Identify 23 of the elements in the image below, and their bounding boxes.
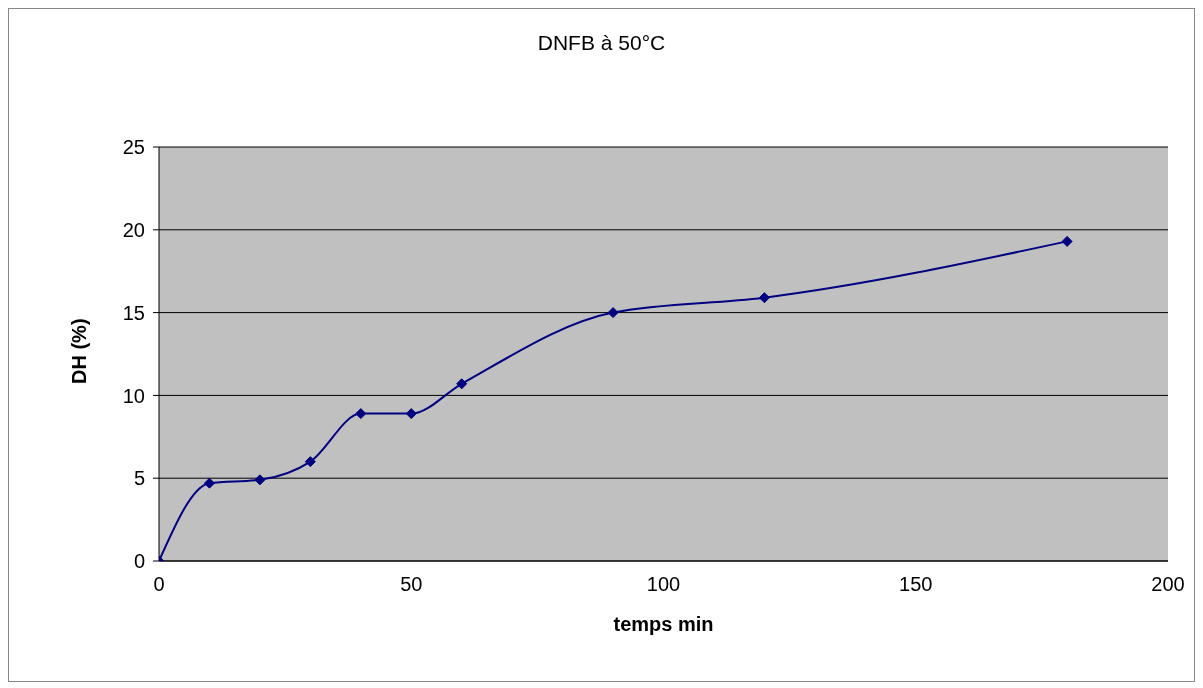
x-axis-title: temps min xyxy=(613,613,714,635)
point xyxy=(1061,235,1073,247)
point xyxy=(758,292,770,304)
y-axis-title: DH (%) xyxy=(68,318,91,384)
point xyxy=(254,474,266,486)
x-tick-label: 150 xyxy=(899,573,933,596)
point xyxy=(405,408,417,420)
point xyxy=(203,477,215,489)
y-tick-label: 25 xyxy=(122,136,145,159)
point xyxy=(304,456,316,468)
point xyxy=(355,408,367,420)
point xyxy=(456,378,468,390)
y-tick-label: 10 xyxy=(122,384,145,407)
y-tick-label: 20 xyxy=(122,218,145,241)
y-tick-label: 5 xyxy=(133,467,145,490)
chart-title: DNFB à 50°C xyxy=(536,31,667,55)
x-tick-label: 50 xyxy=(400,573,423,596)
point xyxy=(607,307,619,319)
x-tick-label: 0 xyxy=(153,573,165,596)
x-tick-label: 100 xyxy=(646,573,681,596)
y-tick-label: 15 xyxy=(122,301,145,324)
y-tick-label: 0 xyxy=(133,550,145,573)
x-tick-label: 200 xyxy=(1151,573,1185,596)
